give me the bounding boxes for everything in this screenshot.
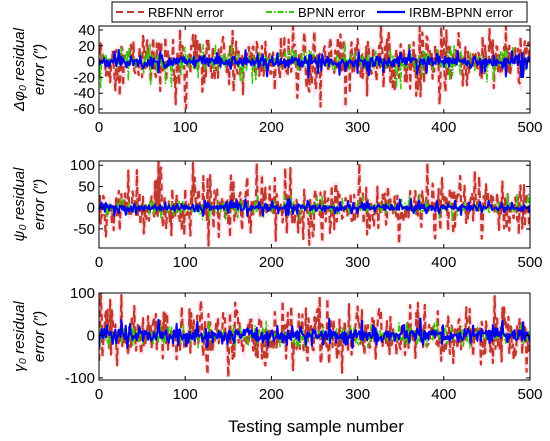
axes-frame	[98, 25, 531, 114]
y-tick-label: 0	[87, 200, 95, 217]
x-tick-label: 0	[95, 254, 103, 271]
y-tick-label: 0	[87, 327, 95, 344]
x-tick-label: 100	[173, 254, 198, 271]
y-tick-label: 100	[70, 157, 95, 174]
series-line-irbm-bpnn-error	[99, 317, 530, 349]
y-axis-label-line1: ψ₀ residual	[11, 167, 28, 242]
x-tick-label: 0	[95, 119, 103, 136]
x-tick-label: 400	[431, 119, 456, 136]
x-tick-label: 400	[431, 386, 456, 403]
axes-frame	[98, 160, 531, 249]
x-tick-label: 100	[173, 386, 198, 403]
y-axis-label-line2: error (″)	[31, 311, 48, 362]
legend-label: RBFNN error	[148, 5, 225, 20]
x-tick-label: 300	[345, 386, 370, 403]
legend-box	[111, 1, 528, 23]
x-tick-label: 500	[517, 119, 542, 136]
legend-label: BPNN error	[298, 5, 366, 20]
y-axis-label-line2: error (″)	[31, 179, 48, 230]
y-tick-label: -20	[73, 69, 95, 86]
y-tick-label: -100	[65, 370, 95, 387]
y-tick-label: 40	[78, 22, 95, 39]
x-axis-label: Testing sample number	[228, 417, 404, 436]
y-axis-label-line2: error (″)	[31, 44, 48, 95]
y-tick-label: -40	[73, 85, 95, 102]
x-tick-label: 300	[345, 254, 370, 271]
y-tick-label: 100	[70, 285, 95, 302]
y-tick-label: -50	[73, 221, 95, 238]
x-tick-label: 200	[259, 254, 284, 271]
y-tick-label: -60	[73, 101, 95, 118]
x-tick-label: 0	[95, 386, 103, 403]
y-tick-label: 0	[87, 54, 95, 71]
x-tick-label: 200	[259, 119, 284, 136]
y-axis-label-line1: Δφ₀ residual	[11, 27, 28, 112]
series-line-irbm-bpnn-error	[99, 198, 530, 217]
series-line-irbm-bpnn-error	[99, 48, 530, 79]
y-tick-label: 20	[78, 38, 95, 55]
x-tick-label: 300	[345, 119, 370, 136]
legend-label: IRBM-BPNN error	[409, 5, 514, 20]
series-line-rbfnn-error	[99, 161, 530, 247]
x-tick-label: 400	[431, 254, 456, 271]
x-tick-label: 100	[173, 119, 198, 136]
x-tick-label: 200	[259, 386, 284, 403]
axes-frame	[98, 292, 531, 381]
y-axis-label-line1: γ₀ residual	[11, 301, 28, 372]
x-tick-label: 500	[517, 254, 542, 271]
x-tick-label: 500	[517, 386, 542, 403]
series-line-bpnn-error	[99, 320, 530, 349]
legend: RBFNN error BPNN error IRBM-BPNN error	[111, 1, 528, 23]
y-tick-label: 50	[78, 178, 95, 195]
